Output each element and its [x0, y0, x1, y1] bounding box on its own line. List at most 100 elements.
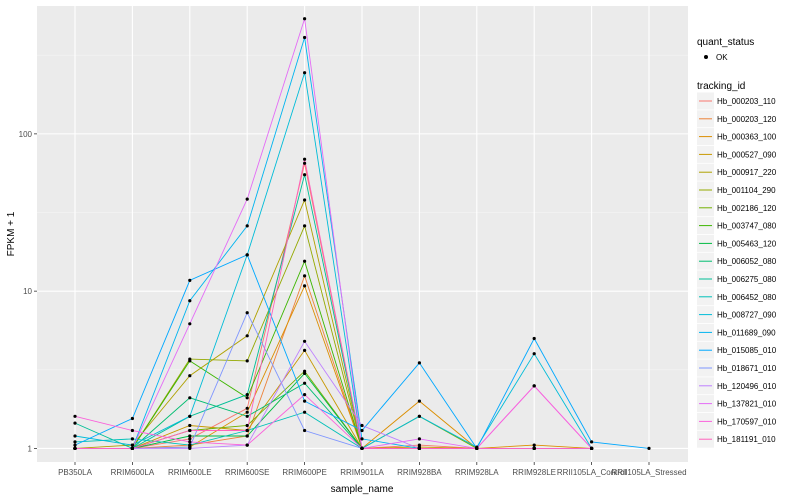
- data-point: [475, 446, 479, 450]
- data-point: [303, 224, 307, 228]
- data-point: [73, 434, 77, 438]
- legend-label: Hb_015085_010: [717, 346, 777, 355]
- legend-label: Hb_006052_080: [717, 257, 777, 266]
- x-tick-label: RRII105LA_Stressed: [611, 468, 686, 477]
- data-point: [245, 410, 249, 414]
- data-point: [303, 173, 307, 177]
- data-point: [360, 428, 364, 433]
- legend-label: Hb_002186_120: [717, 204, 777, 213]
- data-point: [188, 359, 192, 363]
- data-point: [303, 369, 307, 373]
- data-point: [303, 348, 307, 352]
- data-point: [73, 440, 77, 444]
- data-point: [360, 446, 364, 450]
- data-point: [245, 443, 249, 447]
- y-tick-label: 100: [19, 130, 33, 139]
- data-point: [245, 197, 249, 201]
- legend-label: Hb_181191_010: [717, 435, 776, 444]
- data-point: [360, 423, 364, 428]
- legend-series-title: tracking_id: [697, 81, 745, 92]
- legend-label: Hb_008727_090: [717, 311, 777, 320]
- series-lines: [74, 18, 650, 450]
- data-point: [303, 410, 307, 414]
- x-tick-label: RRIM901LA: [340, 468, 384, 477]
- data-point: [303, 381, 307, 385]
- data-point: [245, 359, 249, 363]
- data-point: [590, 440, 594, 444]
- data-point: [245, 423, 249, 428]
- x-tick-label: RRIM928LA: [455, 468, 499, 477]
- data-point: [245, 414, 249, 418]
- x-tick-label: RRIM928BA: [397, 468, 442, 477]
- data-point: [73, 421, 77, 425]
- legend-quant-label: OK: [716, 53, 728, 62]
- data-point: [245, 224, 249, 228]
- data-point: [417, 446, 421, 450]
- data-point: [303, 371, 307, 375]
- data-point: [532, 384, 536, 388]
- legend-label: Hb_000363_100: [717, 133, 777, 142]
- x-tick-label: RRIM928LE: [512, 468, 556, 477]
- data-point: [188, 440, 192, 444]
- data-point: [303, 339, 307, 343]
- data-point: [532, 443, 536, 447]
- y-axis-title: FPKM + 1: [6, 211, 17, 256]
- data-point: [245, 334, 249, 338]
- legend-label: Hb_000203_110: [717, 97, 776, 106]
- y-axis: 1 10 100: [19, 130, 37, 453]
- data-point: [303, 198, 307, 202]
- data-point: [245, 311, 249, 315]
- data-point: [245, 253, 249, 257]
- legend-label: Hb_000527_090: [717, 150, 777, 159]
- x-tick-label: RRIM600PE: [282, 468, 326, 477]
- data-point: [245, 434, 249, 438]
- series-line-hb-181191-010: [75, 159, 592, 449]
- data-point: [188, 446, 192, 450]
- data-point: [417, 437, 421, 441]
- data-point: [303, 284, 307, 288]
- data-point: [130, 446, 134, 450]
- data-point: [188, 423, 192, 428]
- data-point: [245, 393, 249, 397]
- data-point: [303, 393, 307, 397]
- x-tick-label: RRIM600SE: [225, 468, 269, 477]
- legend-label: Hb_005463_120: [717, 239, 777, 248]
- data-point: [360, 437, 364, 441]
- data-point: [188, 374, 192, 378]
- data-point: [303, 428, 307, 433]
- data-point: [188, 322, 192, 326]
- data-point: [417, 414, 421, 418]
- data-point: [417, 361, 421, 365]
- data-point: [303, 259, 307, 263]
- data-point: [417, 399, 421, 403]
- data-point: [647, 446, 651, 450]
- data-point: [130, 416, 134, 421]
- y-tick-label: 1: [28, 444, 33, 453]
- legend-label: Hb_006275_080: [717, 275, 777, 284]
- x-tick-label: RRII105LA_Control: [557, 468, 627, 477]
- legend-label: Hb_170597_010: [717, 417, 777, 426]
- legend: quant_status OK tracking_id Hb_000203_11…: [697, 37, 777, 448]
- data-point: [532, 352, 536, 356]
- data-point: [303, 274, 307, 278]
- legend-label: Hb_011689_090: [717, 328, 776, 337]
- data-point: [73, 446, 77, 450]
- data-point: [130, 437, 134, 441]
- x-axis-title: sample_name: [331, 484, 394, 495]
- data-point: [532, 336, 536, 341]
- x-tick-label: PB350LA: [58, 468, 92, 477]
- data-point: [303, 35, 307, 40]
- data-point: [245, 406, 249, 410]
- legend-label: Hb_006452_080: [717, 293, 777, 302]
- data-point: [188, 278, 192, 282]
- legend-label: Hb_001104_290: [717, 186, 776, 195]
- data-point: [303, 399, 307, 403]
- x-tick-label: RRIM600LE: [168, 468, 212, 477]
- data-point: [73, 414, 77, 418]
- data-points: [73, 17, 651, 450]
- legend-label: Hb_000203_120: [717, 115, 777, 124]
- data-point: [590, 446, 594, 450]
- data-point: [188, 414, 192, 418]
- legend-label: Hb_003747_080: [717, 222, 777, 231]
